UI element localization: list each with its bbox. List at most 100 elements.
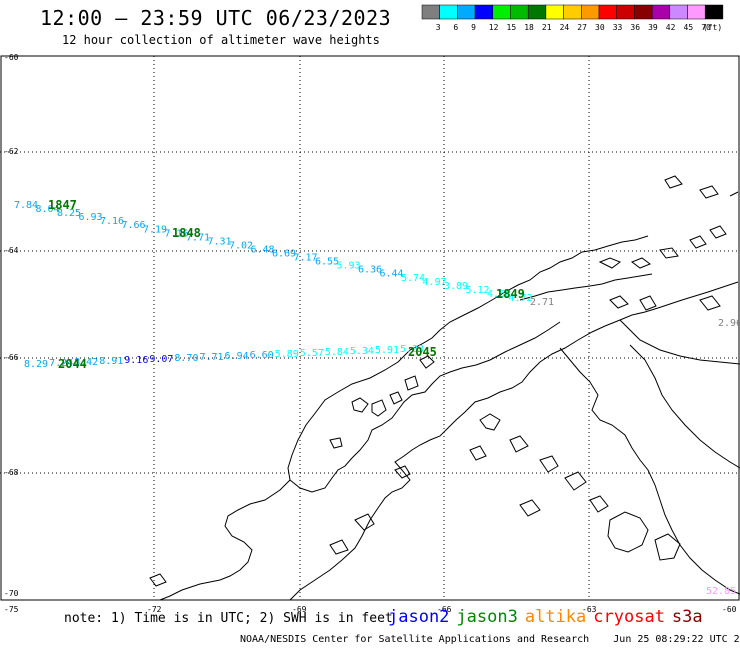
lon-label: -75	[4, 605, 19, 614]
wave-height-value: 7.71	[199, 352, 223, 363]
satellite-legend-item: cryosat	[593, 607, 665, 627]
wave-height-value: 8.70	[174, 353, 198, 364]
wave-height-value: 5.93	[337, 261, 361, 272]
color-scale-label: 18	[524, 23, 534, 32]
color-scale-label: 21	[542, 23, 552, 32]
pass-time-label: 2044	[58, 357, 87, 371]
wave-height-value: 7.17	[294, 253, 318, 264]
wave-height-value: 4.72	[509, 293, 533, 304]
wave-height-value: 7.02	[229, 240, 253, 251]
wave-height-value: 52.85	[706, 586, 736, 597]
map-title: 12:00 – 23:59 UTC 06/23/2023	[40, 6, 392, 30]
pass-time-label: 2045	[408, 345, 437, 359]
lat-label: -66	[4, 353, 19, 362]
lon-label: -72	[147, 605, 162, 614]
wave-height-value: 5.12	[466, 285, 490, 296]
satellite-legend-item: altika	[524, 607, 587, 627]
wave-height-value: 6.48	[251, 244, 275, 255]
wave-height-value: 6.69	[272, 249, 296, 260]
wave-height-value: 9.07	[149, 354, 173, 365]
color-scale-swatch	[457, 4, 476, 20]
footnote: note: 1) Time is in UTC; 2) SWH is in fe…	[64, 611, 393, 626]
pass-time-label: 1849	[496, 287, 525, 301]
color-scale-label: 6	[453, 23, 458, 32]
wave-height-value: 2.96	[718, 318, 740, 329]
wave-height-value: 2.71	[530, 297, 554, 308]
color-scale-label: 33	[613, 23, 623, 32]
pass-time-label: 1847	[48, 198, 77, 212]
color-scale-legend: 3 6 9 12 15 18 21 24 27 30 33 36 39 42 45 70(ft)	[421, 4, 724, 32]
wave-height-value: 8.29	[24, 359, 48, 370]
longitude-labels: -75 -72 -69 -66 -63 -60	[4, 605, 737, 614]
color-scale-swatch	[581, 4, 600, 20]
color-scale-label: 36	[630, 23, 640, 32]
wave-height-value: 7.24	[49, 358, 73, 369]
lat-label: -68	[4, 468, 19, 477]
color-scale-swatch	[651, 4, 671, 20]
wave-height-value: 6.36	[358, 265, 382, 276]
color-scale-swatch	[598, 4, 617, 20]
lon-label: -69	[292, 605, 307, 614]
map-frame	[0, 55, 740, 601]
color-scale-label: 24	[560, 23, 570, 32]
track-2044-values: 8.29 7.24 8.42 8.91 9.16 9.07 8.70 7.71 6.94 6.60…	[24, 344, 424, 370]
wave-height-value: 7.71	[186, 232, 210, 243]
coastline	[149, 175, 740, 601]
wave-height-value: 6.93	[79, 212, 103, 223]
lon-label: -63	[582, 605, 597, 614]
color-scale-swatch	[421, 4, 440, 20]
color-scale-swatch	[492, 4, 511, 20]
color-scale-swatch	[704, 4, 724, 20]
wave-height-value: 5.91	[375, 345, 399, 356]
wave-height-value: 5.33	[400, 344, 424, 355]
satellite-legend-item: s3a	[671, 607, 703, 627]
pass-time-label: 1848	[172, 226, 201, 240]
lon-label: -60	[722, 605, 737, 614]
wave-height-value: 7.31	[208, 236, 232, 247]
wave-height-value: 7.16	[100, 216, 124, 227]
lat-label: -64	[4, 246, 19, 255]
color-scale-label: 9	[471, 23, 476, 32]
color-scale-swatch	[510, 4, 529, 20]
color-scale-swatch	[669, 4, 688, 20]
color-scale-swatch	[616, 4, 635, 20]
wave-height-value: 5.57	[300, 348, 324, 359]
color-scale-label: 39	[648, 23, 658, 32]
wave-height-value: 8.91	[99, 356, 123, 367]
wave-height-value: 5.34	[350, 346, 374, 357]
color-scale-label: 70	[701, 23, 711, 32]
wave-height-value: 6.44	[380, 269, 404, 280]
satellite-legend-item: jason3	[456, 607, 518, 627]
wave-height-value: 4.97	[423, 277, 447, 288]
latitude-labels: -60 -62 -64 -66 -68 -70	[4, 53, 19, 598]
wave-height-value: 5.74	[401, 273, 425, 284]
wave-height-value: 4.68	[487, 289, 511, 300]
wave-height-value: 6.55	[315, 257, 339, 268]
wave-height-value: 7.19	[143, 224, 167, 235]
color-scale-swatch	[634, 4, 653, 20]
lon-label: -66	[437, 605, 452, 614]
color-scale-swatch	[563, 4, 582, 20]
wave-height-value: 5.84	[325, 347, 349, 358]
color-scale-label: 45	[684, 23, 694, 32]
wave-height-value: 7.16	[165, 228, 189, 239]
lat-label: -70	[4, 589, 19, 598]
color-scale-label: 12	[489, 23, 499, 32]
color-scale-swatch	[527, 4, 547, 20]
color-scale-label: 3	[436, 23, 441, 32]
graticule	[0, 56, 740, 600]
lat-label: -60	[4, 53, 19, 62]
wave-height-value: 6.94	[225, 351, 249, 362]
wave-height-value: 6.60	[250, 350, 274, 361]
color-scale-unit: (ft)	[703, 23, 722, 32]
wave-height-value: 3.89	[444, 281, 468, 292]
satellite-legend-item: jason2	[388, 607, 450, 627]
color-scale-swatch	[439, 4, 458, 20]
map-subtitle: 12 hour collection of altimeter wave hei…	[62, 33, 380, 47]
color-scale-label: 27	[577, 23, 587, 32]
track-1847-values: 7.848.048.256.937.167.667.197.167.717.31…	[14, 200, 554, 308]
satellite-legend: jason2 jason3 altika cryosat s3a	[388, 607, 710, 627]
lat-label: -62	[4, 147, 19, 156]
color-scale-swatch	[545, 4, 564, 20]
